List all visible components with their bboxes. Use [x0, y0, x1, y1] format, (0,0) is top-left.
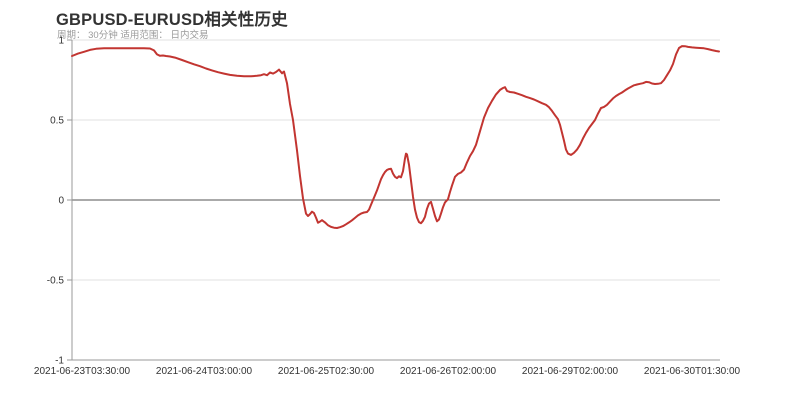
- chart-title: GBPUSD-EURUSD相关性历史: [56, 11, 288, 29]
- x-axis-label: 2021-06-24T03:00:00: [156, 366, 253, 377]
- y-axis-label: 1: [58, 36, 64, 47]
- y-axis-label: -1: [55, 356, 64, 367]
- x-axis-label: 2021-06-29T02:00:00: [522, 366, 619, 377]
- x-axis-label: 2021-06-30T01:30:00: [644, 366, 741, 377]
- x-axis-label: 2021-06-25T02:30:00: [278, 366, 375, 377]
- chart-subtitle: 周期： 30分钟 适用范围： 日内交易: [57, 30, 209, 41]
- y-axis-label: 0.5: [50, 116, 64, 127]
- y-axis-label: -0.5: [47, 276, 65, 287]
- y-axis-label: 0: [58, 196, 64, 207]
- x-axis-label: 2021-06-23T03:30:00: [34, 366, 131, 377]
- x-axis-label: 2021-06-26T02:00:00: [400, 366, 497, 377]
- correlation-line: [71, 45, 720, 229]
